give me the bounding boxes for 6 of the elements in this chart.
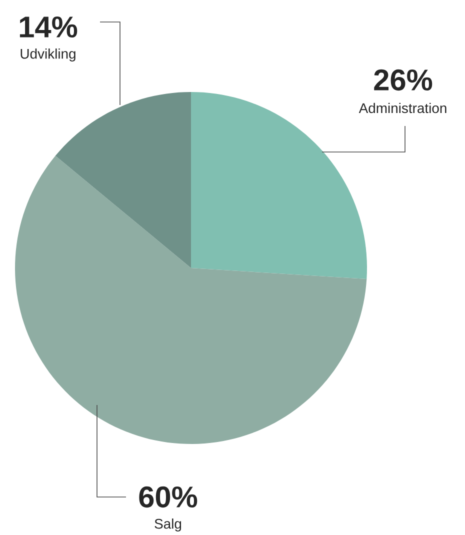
data-label: 26% (374, 69, 432, 91)
data-label: 14% (20, 16, 78, 38)
slice-label: Administration (358, 102, 446, 114)
slice-label: Salg (154, 518, 182, 532)
data-label: 60% (139, 486, 198, 508)
slice-label: Udvikling (20, 48, 76, 62)
